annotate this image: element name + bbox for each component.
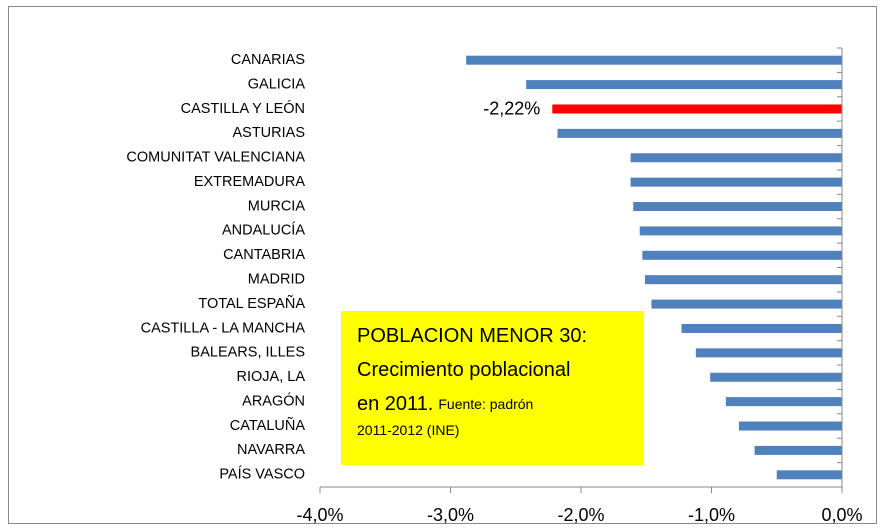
category-label: TOTAL ESPAÑA [198,295,305,312]
category-label: MADRID [248,272,305,288]
annotation-line: en 2011. [357,393,433,415]
annotation-source: 2011-2012 (INE) [357,422,459,438]
annotation-line: POBLACION MENOR 30: [357,325,587,347]
bar [776,470,842,480]
category-label: CANARIAS [231,52,305,68]
x-tick-label: -2,0% [557,505,604,525]
bar [557,128,842,138]
bar [725,397,842,407]
bar [552,104,842,114]
category-label: BALEARS, ILLES [191,345,305,361]
bar [754,445,842,455]
category-label: CASTILLA - LA MANCHA [141,320,306,336]
bar [710,372,842,382]
bar [639,226,842,236]
category-label: NAVARRA [237,442,305,458]
annotation-text: POBLACION MENOR 30: Crecimiento poblacion… [357,325,587,437]
category-label: CANTABRIA [223,247,305,263]
category-label: EXTREMADURA [194,174,306,190]
x-tick-label: -1,0% [688,505,735,525]
bar [466,55,842,65]
category-label: PAÍS VASCO [219,466,305,483]
value-label: -2,22% [483,99,540,119]
annotation-line: Crecimiento poblacional [357,359,570,381]
category-label: CATALUÑA [230,417,306,434]
bar [630,153,842,163]
x-tick-label: -4,0% [296,505,343,525]
x-tick-label: 0,0% [821,505,862,525]
bar [695,348,842,358]
bar [630,177,842,187]
bar [651,299,842,309]
bar [644,275,842,285]
bar [642,250,842,260]
bar [633,202,842,212]
bar [681,323,842,333]
category-label: ARAGÓN [242,392,305,409]
bar [526,80,842,90]
category-label: RIOJA, LA [237,369,306,385]
category-label: COMUNITAT VALENCIANA [126,150,305,166]
category-label: CASTILLA Y LEÓN [181,100,305,117]
annotation-box [341,311,644,465]
category-label: GALICIA [248,76,306,92]
x-tick-label: -3,0% [427,505,474,525]
category-label: ASTURIAS [232,125,305,141]
bar [738,421,842,431]
category-label: ANDALUCÍA [222,222,305,239]
category-label: MURCIA [248,198,306,214]
annotation-source: Fuente: padrón [438,396,533,412]
